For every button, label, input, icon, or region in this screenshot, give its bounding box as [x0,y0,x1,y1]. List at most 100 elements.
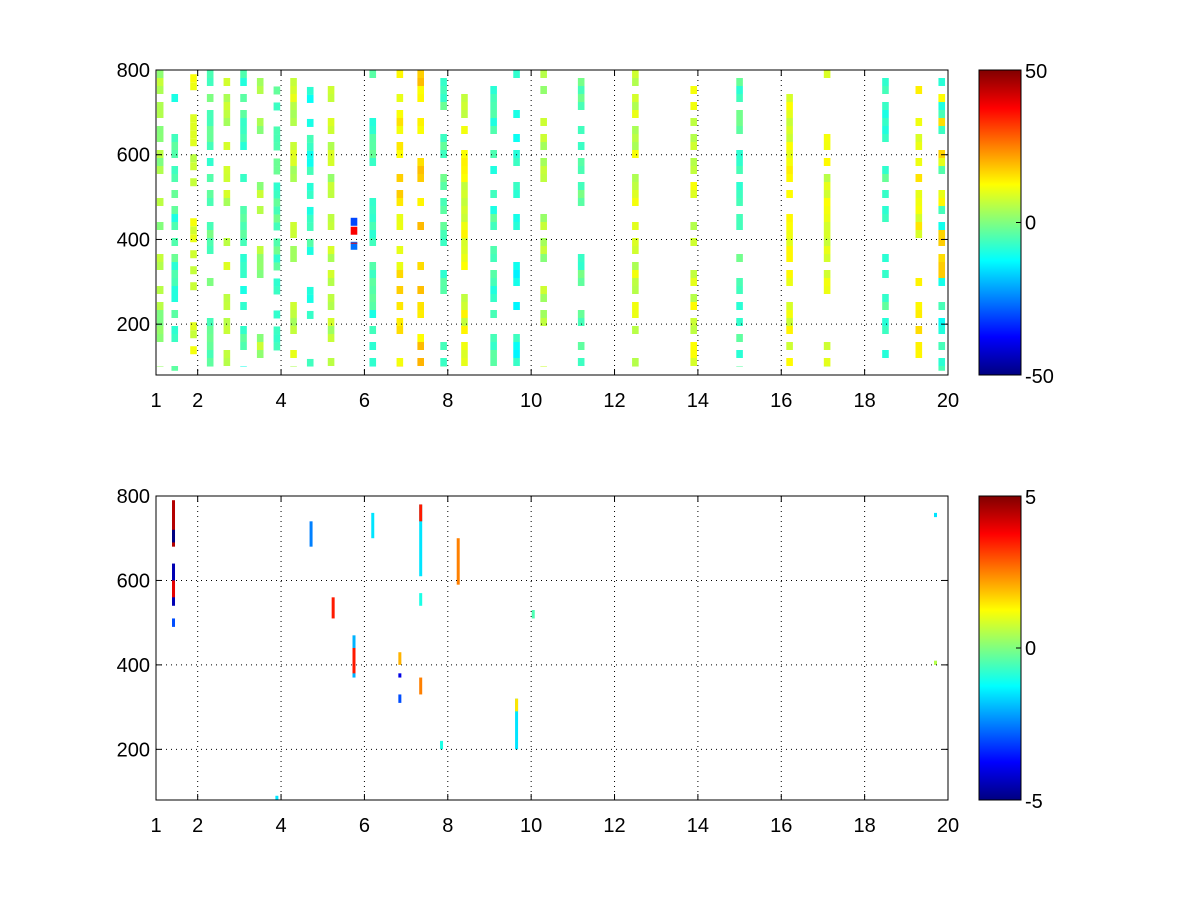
heatmap-cell [156,366,164,367]
heatmap-cell [369,358,377,366]
heatmap-cell [327,270,335,278]
heatmap-cell [513,134,520,142]
heatmap-cell [823,142,831,150]
heatmap-cell [240,326,247,334]
heatmap-cell [736,94,743,102]
heatmap-cell [419,677,423,695]
heatmap-cell [171,270,179,278]
heatmap-cell [206,174,214,182]
heatmap-cell [171,150,179,158]
heatmap-cell [577,190,585,198]
heatmap-cell [206,342,214,350]
heatmap-cell [632,182,639,190]
heatmap-cell [256,342,264,350]
heatmap-cell [369,214,377,222]
heatmap-cell [396,94,404,102]
heatmap-cell [206,230,214,238]
y-tick-label: 400 [117,229,150,251]
heatmap-cell [306,358,314,367]
colorbar-tick-label: 0 [1025,213,1036,235]
heatmap-cell [736,302,743,310]
heatmap-cell [327,190,335,198]
heatmap-cell [327,182,335,190]
heatmap-cell [786,134,793,142]
heatmap-cell [206,158,214,166]
heatmap-cell [490,254,497,262]
heatmap-cell [223,238,231,246]
heatmap-cell [171,294,179,302]
heatmap-cell [396,142,404,150]
heatmap-cell [273,246,281,255]
heatmap-cell [632,102,639,110]
heatmap-cell [882,254,889,262]
heatmap-cell [240,118,247,126]
heatmap-cell [223,110,231,118]
heatmap-cell [786,238,793,246]
heatmap-cell [396,70,404,78]
heatmap-cell [369,134,377,142]
heatmap-cell [786,342,793,350]
heatmap-cell [240,286,247,294]
heatmap-cell [331,597,335,619]
heatmap-cell [417,158,424,166]
heatmap-cell [915,302,923,310]
heatmap-cell [256,206,264,214]
heatmap-cell [736,126,743,134]
heatmap-cell [223,102,231,110]
heatmap-cell [823,174,831,182]
heatmap-cell [540,134,547,142]
heatmap-cell [461,166,468,174]
heatmap-cell [190,330,197,339]
heatmap-cell [223,294,231,302]
heatmap-cell [256,334,264,342]
heatmap-cell [273,190,281,199]
y-tick-label: 600 [117,570,150,592]
heatmap-cell [915,86,923,94]
x-tick-label: 16 [770,390,792,412]
heatmap-cell [440,198,447,206]
heatmap-cell [938,238,946,246]
heatmap-cell [823,342,831,350]
heatmap-cell [327,358,335,366]
heatmap-cell [736,86,743,94]
heatmap-cell [327,86,335,94]
heatmap-cell [632,286,639,294]
heatmap-cell [540,294,547,302]
heatmap-cell [786,126,793,134]
heatmap-cell [540,174,547,182]
heatmap-cell [786,246,793,254]
heatmap-cell [690,278,698,286]
heatmap-cell [223,358,231,366]
colorbar-gradient [978,495,1022,801]
heatmap-cell [915,142,923,150]
heatmap-cell [306,310,314,319]
heatmap-cell [290,86,297,94]
heatmap-cell [256,86,264,94]
heatmap-cell [938,222,946,230]
y-tick-label: 800 [117,486,150,508]
heatmap-cell [172,529,176,543]
heatmap-cell [306,134,314,143]
heatmap-cell [190,266,197,275]
heatmap-cell [419,593,423,606]
heatmap-cell [417,126,424,134]
heatmap-cell [290,110,297,118]
heatmap-cell [915,350,923,358]
heatmap-cell [256,262,264,270]
heatmap-cell [369,230,377,238]
heatmap-cell [440,286,447,294]
heatmap-cell [171,94,179,102]
heatmap-cell [369,286,377,294]
heatmap-cell [540,310,547,318]
heatmap-cell [273,278,281,287]
x-tick-label: 20 [937,390,959,412]
grid-lines [156,496,948,800]
heatmap-cell [327,158,335,166]
heatmap-cell [690,190,698,198]
heatmap-cell [190,138,197,147]
heatmap-cell [461,110,468,118]
heatmap-cell [417,94,424,102]
heatmap-cell [690,166,698,174]
heatmap-cell [290,222,297,230]
heatmap-cell [396,126,404,134]
